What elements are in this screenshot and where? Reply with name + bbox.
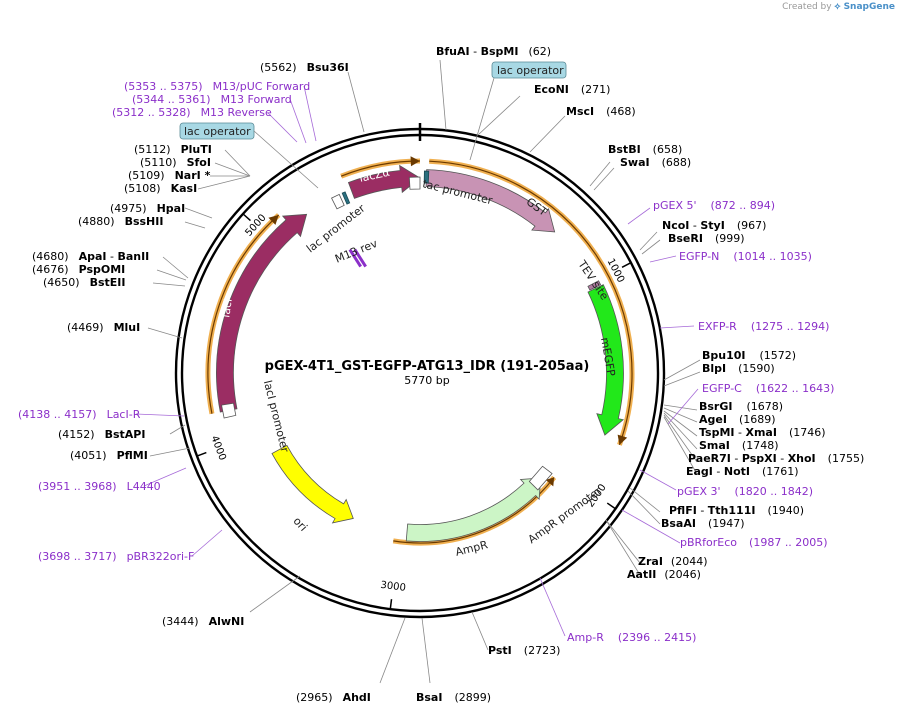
enzyme-label-kasi[interactable]: (5108) KasI [124, 182, 197, 195]
primer-m13-rev-bar-1[interactable] [348, 248, 362, 268]
enzyme-label-bpu10i[interactable]: Bpu10I (1572) [702, 349, 796, 362]
enzyme-label-bsu36i[interactable]: (5562) Bsu36I [260, 61, 349, 74]
snapgene-logo: ⟡ SnapGene [834, 2, 895, 12]
primer-labels[interactable]: pGEX 5' (872 .. 894) EGFP-N (1014 .. 1035)… [18, 80, 834, 644]
enzyme-label-mlui[interactable]: (4469) MluI [67, 321, 140, 334]
enzyme-label-eagi[interactable]: EagI - NotI (1761) [686, 465, 799, 478]
feature-gst[interactable] [425, 169, 556, 233]
enzyme-label-pluti[interactable]: (5112) PluTI [134, 143, 212, 156]
feature-ori[interactable] [271, 444, 354, 524]
feature-tev-site[interactable] [587, 280, 602, 291]
enzyme-label-blpi[interactable]: BlpI (1590) [702, 362, 775, 375]
tick-5000 [242, 213, 251, 222]
feature-laci-promoter[interactable] [221, 402, 237, 419]
enzyme-label-hpai[interactable]: (4975) HpaI [110, 202, 185, 215]
feature-laci[interactable] [216, 213, 308, 413]
feature-ampr-promoter[interactable] [528, 465, 553, 491]
feature-lac-operator-top[interactable] [423, 170, 430, 184]
enzyme-label-ncoi[interactable]: NcoI - StyI (967) [662, 219, 766, 232]
primer-leaders [135, 85, 699, 637]
feature-ampr[interactable] [405, 477, 542, 542]
enzyme-label-bsrgi[interactable]: BsrGI (1678) [699, 400, 783, 413]
primer-label-laci-r[interactable]: (4138 .. 4157) LacI-R [18, 408, 141, 421]
enzyme-label-bseri[interactable]: BseRI (999) [668, 232, 745, 245]
credit-brand: SnapGene [843, 2, 895, 12]
primer-label-egfp-c[interactable]: EGFP-C (1622 .. 1643) [702, 382, 834, 395]
gst-egfp-highlight-head [617, 434, 628, 445]
enzyme-label-bfuai[interactable]: BfuAI - BspMI (62) [436, 45, 551, 58]
laci-highlight-head [268, 214, 279, 225]
tick-4000 [196, 451, 207, 457]
feature-megfp[interactable] [587, 284, 625, 436]
enzyme-label-bsaai[interactable]: BsaAI (1947) [661, 517, 745, 530]
laci-highlight [207, 214, 280, 414]
enzyme-label-sfoi[interactable]: (5110) SfoI [140, 156, 211, 169]
primer-m13-rev-bar-2[interactable] [353, 248, 367, 268]
enzyme-label-bsteii[interactable]: (4650) BstEII [43, 276, 125, 289]
lac-operator-box-top[interactable]: lac operator [469, 61, 567, 161]
enzyme-label-pspomi[interactable]: (4676) PspOMI [32, 263, 125, 276]
lac-operator-label: lac operator [497, 64, 564, 77]
enzyme-label-bsai[interactable]: BsaI (2899) [416, 691, 491, 704]
enzyme-label-bsshii[interactable]: (4880) BssHII [78, 215, 163, 228]
enzyme-label-alwni[interactable]: (3444) AlwNI [162, 615, 244, 628]
feature-label-laci: lacI [219, 298, 235, 319]
enzyme-label-pflmi[interactable]: (4051) PflMI [70, 449, 148, 462]
enzyme-label-ahdi[interactable]: (2965) AhdI [296, 691, 371, 704]
primer-label-m13-puc-forward[interactable]: (5353 .. 5375) M13/pUC Forward [124, 80, 310, 93]
plasmid-name: pGEX-4T1_GST-EGFP-ATG13_IDR (191-205aa) [265, 359, 590, 374]
ampr-highlight-head [545, 477, 555, 487]
enzyme-label-bstbi[interactable]: BstBI (658) [608, 143, 682, 156]
enzyme-label-bstapi[interactable]: (4152) BstAPI [58, 428, 145, 441]
enzyme-label-pflfi[interactable]: PflFI - Tth111I (1940) [669, 504, 804, 517]
gst-egfp-highlight [429, 160, 633, 446]
tick-2000 [606, 502, 616, 510]
enzyme-label-agei[interactable]: AgeI (1689) [699, 413, 776, 426]
tick-label-3000: 3000 [380, 580, 407, 594]
lacz-highlight-head [410, 156, 420, 167]
feature-arcs[interactable] [205, 156, 635, 546]
primer-label-egfp-n[interactable]: EGFP-N (1014 .. 1035) [679, 250, 812, 263]
tick-1000 [621, 262, 632, 269]
enzyme-label-smai[interactable]: SmaI (1748) [699, 439, 778, 452]
primer-label-pbr322ori-f[interactable]: (3698 .. 3717) pBR322ori-F [38, 550, 194, 563]
snapgene-credit: Created by ⟡ SnapGene [782, 2, 895, 12]
feature-label-ampr: AmpR [454, 538, 489, 559]
primer-label-pgex5[interactable]: pGEX 5' (872 .. 894) [653, 199, 775, 212]
feature-label-ori: ori [291, 515, 310, 534]
plasmid-size: 5770 bp [404, 374, 449, 387]
enzyme-label-paer7i[interactable]: PaeR7I - PspXI - XhoI (1755) [688, 452, 864, 465]
enzyme-label-econi[interactable]: EcoNI (271) [534, 83, 610, 96]
primer-label-exfp-r[interactable]: EXFP-R (1275 .. 1294) [698, 320, 829, 333]
primer-label-l4440[interactable]: (3951 .. 3968) L4440 [38, 480, 161, 493]
primer-label-pgex3[interactable]: pGEX 3' (1820 .. 1842) [677, 485, 813, 498]
enzyme-label-tspmi[interactable]: TspMI - XmaI (1746) [699, 426, 826, 439]
enzyme-label-msci[interactable]: MscI (468) [566, 105, 636, 118]
primer-label-m13-reverse[interactable]: (5312 .. 5328) M13 Reverse [112, 106, 272, 119]
enzyme-labels[interactable]: BfuAI - BspMI (62) EcoNI (271) MscI (468) B… [32, 45, 864, 704]
feature-label-lacz: lacZα [358, 166, 391, 185]
feature-label-laci-promoter: lacI promoter [261, 379, 292, 454]
enzyme-label-psti[interactable]: PstI (2723) [488, 644, 560, 657]
lac-operator-label: lac operator [184, 125, 251, 138]
tick-3000 [389, 599, 393, 610]
enzyme-leaders [147, 59, 701, 684]
enzyme-label-aatii[interactable]: AatII (2046) [627, 568, 701, 581]
feature-lac-promoter[interactable] [330, 193, 345, 210]
enzyme-label-nari[interactable]: (5109) NarI * [128, 169, 211, 182]
enzyme-label-apai[interactable]: (4680) ApaI - BanII [32, 250, 149, 263]
primer-label-m13-forward[interactable]: (5344 .. 5361) M13 Forward [132, 93, 292, 106]
credit-prefix: Created by [782, 2, 832, 12]
primer-label-pbrforeco[interactable]: pBRforEco (1987 .. 2005) [680, 536, 828, 549]
feature-tac-promoter[interactable] [408, 176, 421, 190]
primer-label-amp-r[interactable]: Amp-R (2396 .. 2415) [567, 631, 696, 644]
enzyme-label-zrai[interactable]: ZraI (2044) [638, 555, 708, 568]
lac-operator-box-left[interactable]: lac operator [179, 122, 319, 189]
tick-label-4000: 4000 [208, 434, 227, 462]
feature-lac-operator-left[interactable] [341, 191, 351, 205]
enzyme-label-swai[interactable]: SwaI (688) [620, 156, 691, 169]
